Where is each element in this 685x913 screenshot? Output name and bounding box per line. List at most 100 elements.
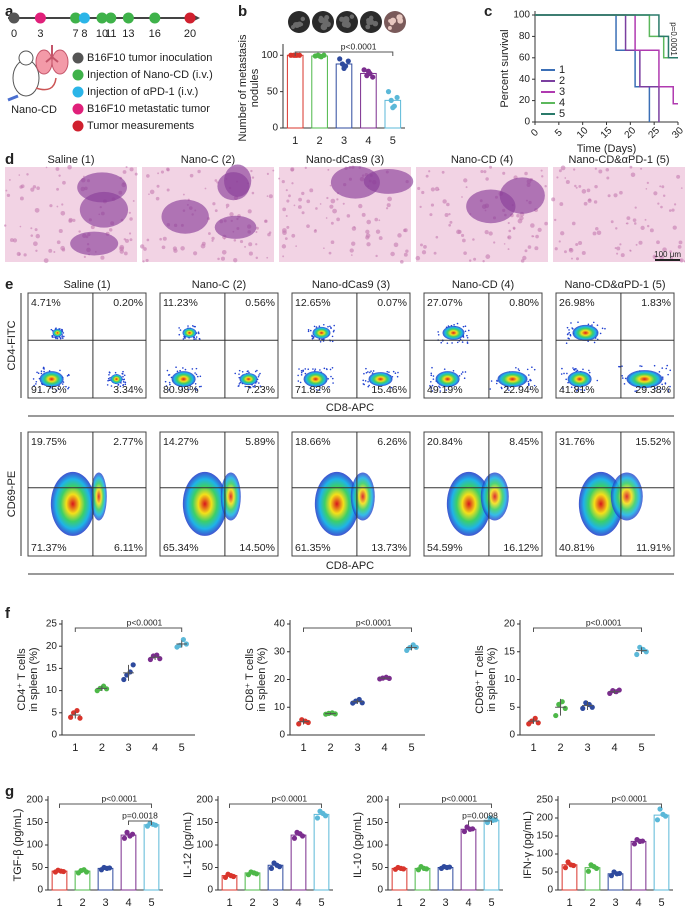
event-dot: [307, 368, 310, 370]
tissue-speck: [268, 194, 273, 199]
legend-label: 4: [559, 97, 565, 109]
x-tick-label: 2: [99, 742, 105, 754]
event-dot: [437, 331, 439, 333]
event-dot: [530, 379, 532, 382]
tissue-speck: [656, 240, 660, 245]
event-dot: [300, 370, 303, 372]
event-dot: [108, 371, 111, 373]
y-tick-label: 20: [519, 95, 531, 106]
event-dot: [195, 373, 198, 376]
tissue-speck: [30, 187, 35, 192]
tissue-speck: [55, 167, 60, 171]
tissue-speck: [182, 193, 185, 196]
tissue-speck: [556, 176, 559, 179]
significance-bracket: [128, 820, 152, 825]
survival-curve: [535, 14, 660, 122]
tissue-speck: [463, 178, 468, 183]
tissue-speck: [140, 244, 145, 249]
scale-bar: 100 μm: [654, 250, 681, 259]
event-dot: [333, 324, 335, 327]
event-dot: [182, 338, 185, 340]
x-tick-label: 1: [292, 135, 298, 147]
event-dot: [562, 387, 564, 390]
data-point: [394, 94, 400, 101]
annotation: p<0.0001: [356, 617, 392, 627]
event-dot: [257, 375, 260, 378]
tissue-speck: [211, 236, 215, 240]
tissue-speck: [403, 252, 408, 257]
x-tick-label: 30: [670, 125, 685, 141]
survival-curve: [535, 14, 678, 59]
tissue-speck: [332, 208, 337, 214]
panel-label: f: [5, 605, 11, 622]
x-tick-label: 4: [125, 897, 131, 909]
tissue-speck: [488, 231, 493, 236]
event-dot: [241, 370, 244, 373]
data-point: [388, 97, 394, 103]
event-dot: [506, 387, 509, 390]
tissue-speck: [314, 229, 317, 232]
tissue-speck: [330, 221, 334, 225]
event-dot: [238, 373, 240, 375]
x-tick-label: 5: [658, 897, 664, 909]
y-tick-label: 30: [274, 646, 286, 657]
y-tick-label: 0: [272, 123, 278, 134]
annotation: p<0.0001: [586, 617, 622, 627]
panel-label: c: [484, 3, 492, 20]
event-dot: [322, 323, 325, 326]
event-dot: [122, 375, 124, 378]
event-dot: [67, 387, 69, 390]
tissue-speck: [571, 257, 573, 260]
event-dot: [572, 367, 574, 369]
data-point: [291, 835, 298, 841]
annotation: p<0.0001: [441, 793, 477, 803]
quadrant-value: 8.45%: [509, 436, 539, 448]
lung-photo-spot: [396, 14, 403, 21]
tissue-speck: [291, 233, 296, 238]
tissue-speck: [35, 233, 40, 239]
tissue-speck: [527, 245, 532, 249]
legend-dot: [72, 120, 84, 132]
tissue-speck: [197, 169, 201, 174]
tissue-speck: [419, 205, 422, 209]
event-dot: [458, 375, 461, 377]
event-dot: [438, 385, 440, 388]
y-tick-label: 50: [267, 86, 279, 97]
event-dot: [168, 381, 171, 384]
quadrant-value: 7.23%: [245, 384, 275, 396]
quadrant-value: 11.91%: [636, 542, 671, 554]
tissue-speck: [403, 228, 408, 233]
tissue-speck: [592, 231, 597, 236]
event-dot: [254, 384, 256, 387]
density-cluster: [480, 472, 509, 521]
tissue-speck: [336, 198, 339, 201]
tissue-speck: [484, 229, 489, 235]
x-tick-label: 1: [566, 897, 572, 909]
event-dot: [527, 380, 530, 383]
event-dot: [318, 325, 321, 328]
event-dot: [50, 328, 53, 331]
event-dot: [247, 386, 250, 388]
y-tick-label: 0: [51, 730, 57, 741]
timeline-day-label: 10: [96, 28, 108, 40]
tissue-speck: [162, 236, 167, 241]
event-dot: [239, 381, 242, 384]
event-dot: [298, 368, 300, 370]
tissue-speck: [638, 240, 643, 245]
quadrant-value: 0.20%: [113, 297, 143, 309]
data-point: [553, 712, 559, 719]
event-dot: [327, 325, 329, 328]
tissue-speck: [460, 233, 465, 238]
event-dot: [108, 379, 111, 382]
tissue-speck: [670, 256, 674, 260]
event-dot: [365, 371, 368, 374]
x-tick-label: 2: [557, 742, 563, 754]
tissue-speck: [420, 243, 423, 247]
tissue-speck: [524, 171, 528, 176]
tissue-speck: [677, 245, 682, 249]
data-point: [390, 105, 396, 111]
event-dot: [307, 329, 310, 331]
x-tick-label: 3: [102, 897, 108, 909]
tissue-speck: [544, 184, 547, 188]
lung-photo-spot: [349, 14, 355, 19]
